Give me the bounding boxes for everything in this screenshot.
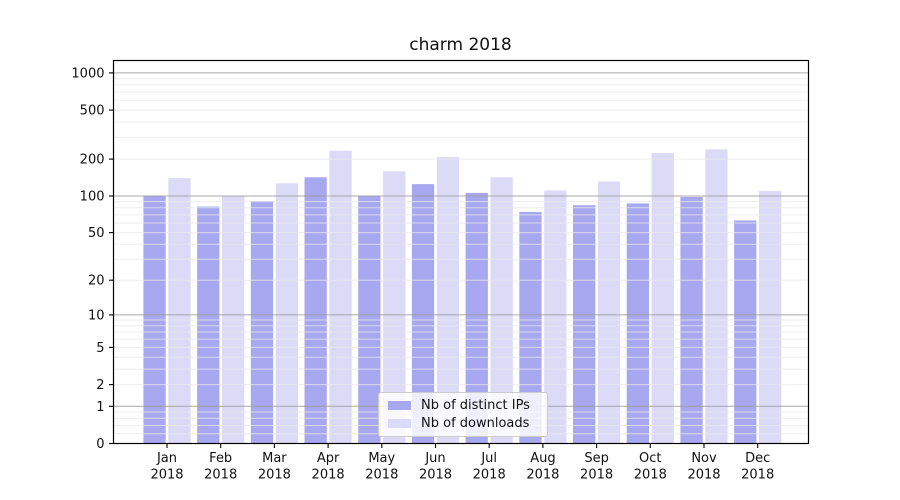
legend: Nb of distinct IPs Nb of downloads [378,392,548,437]
y-tick-label: 100 [80,190,105,205]
x-tick-label-month: Jun [424,451,445,466]
x-tick-label-year: 2018 [419,468,452,483]
legend-item-distinct-ips: Nb of distinct IPs [388,398,538,413]
x-tick-label-year: 2018 [365,468,398,483]
x-tick-label-year: 2018 [473,468,506,483]
x-tick-label-year: 2018 [204,468,237,483]
x-tick-label-year: 2018 [741,468,774,483]
bar-nb-of-distinct-ips-apr [304,177,327,444]
x-tick-label-month: Feb [209,451,232,466]
x-tick-label-month: Jan [156,451,177,466]
x-tick-label-year: 2018 [580,468,613,483]
legend-label-downloads: Nb of downloads [421,415,530,431]
y-tick-label: 1000 [71,66,104,81]
y-tick-label: 5 [96,341,104,356]
bar-nb-of-downloads-may [383,171,406,444]
bar-nb-of-downloads-oct [651,153,674,444]
x-tick-label-year: 2018 [312,468,345,483]
y-tick-label: 10 [88,308,105,323]
bar-nb-of-downloads-nov [705,149,728,444]
bar-nb-of-distinct-ips-jun [411,184,435,444]
bar-nb-of-distinct-ips-mar [250,201,274,444]
bar-nb-of-distinct-ips-oct [626,203,649,444]
y-tick-label: 0 [96,437,104,452]
bar-nb-of-downloads-aug [544,190,567,444]
x-tick-label-year: 2018 [526,468,559,483]
plot-border [112,59,810,445]
bar-nb-of-distinct-ips-sep [573,205,596,444]
x-tick-label-year: 2018 [258,468,291,483]
legend-swatch-distinct-ips-icon [388,401,411,411]
bar-nb-of-distinct-ips-jul [465,192,488,444]
y-tick-label: 20 [88,274,105,289]
bar-nb-of-downloads-mar [275,183,298,444]
y-tick-label: 50 [88,226,105,241]
x-tick-label-year: 2018 [634,468,667,483]
bar-nb-of-downloads-dec [759,190,782,444]
bar-nb-of-downloads-apr [329,150,352,444]
legend-swatch-downloads-icon [388,418,411,428]
x-tick-label-month: Apr [317,451,340,466]
chart-title: charm 2018 [409,35,512,55]
bar-nb-of-downloads-jun [436,157,460,444]
legend-label-distinct-ips: Nb of distinct IPs [421,398,530,414]
y-tick-label: 500 [80,104,105,119]
x-tick-label-month: Jul [480,451,497,466]
bar-nb-of-downloads-sep [597,181,621,444]
bar-nb-of-distinct-ips-aug [519,211,542,444]
x-tick-label-year: 2018 [150,468,183,483]
x-tick-label-month: Oct [639,451,661,466]
x-tick-label-year: 2018 [687,468,720,483]
x-tick-label-month: Nov [691,451,717,466]
x-tick-label-month: Sep [584,451,609,466]
x-tick-label-month: May [368,451,395,466]
bar-nb-of-downloads-jan [168,178,191,444]
y-tick-label: 2 [96,378,104,393]
y-tick-label: 200 [80,153,105,168]
x-tick-label-month: Dec [745,451,770,466]
bar-nb-of-distinct-ips-feb [197,206,220,444]
y-tick-label: 1 [96,400,104,415]
legend-item-downloads: Nb of downloads [388,416,538,431]
x-tick-label-month: Aug [530,451,555,466]
x-tick-label-month: Mar [262,451,287,466]
